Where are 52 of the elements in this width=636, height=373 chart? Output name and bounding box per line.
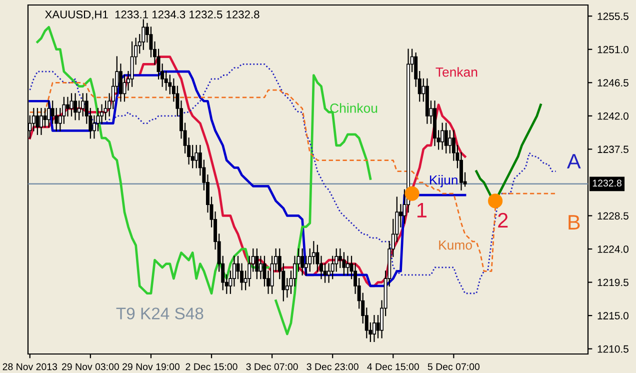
y-tick-label: 1210.5 [598,345,628,353]
candlestick [372,314,376,342]
text: Tenkan [436,67,478,77]
y-tick-label: 1228.5 [598,212,628,220]
candlestick [43,108,47,128]
x-tick-label: 2 Dec 15:00 [186,363,238,370]
series-label: Chinkou [330,103,378,113]
candlestick [142,19,146,50]
x-tick-label: 28 Nov 2013 [2,363,58,370]
y-tick-label: 1242.0 [598,112,628,120]
candlestick [130,41,134,87]
candlestick [255,248,259,280]
x-tick-label: 3 Dec 23:00 [306,363,358,370]
y-tick-label: 1255.5 [598,12,628,20]
annotation: 1 [417,203,426,218]
annotation: Kumo [439,240,472,250]
candlestick [448,130,452,154]
candlestick [81,93,85,116]
y-tick-label: 1224.0 [598,246,628,253]
annotation: T9 K24 S48 [116,308,204,320]
line-series [29,82,557,272]
y-tick-label: 1219.5 [598,278,628,286]
candlestick [66,96,70,116]
candlestick [194,144,198,168]
x-tick-label: 3 Dec 07:00 [246,363,298,370]
ref-line-label: 1232.8 [592,180,622,187]
candlestick [342,252,346,276]
x-tick-label: 29 Nov 03:00 [62,363,119,370]
y-tick-label: 1251.0 [598,46,628,54]
x-tick-label: 29 Nov 19:00 [122,363,180,370]
series-label: A [566,154,581,168]
y-tick-label: 1215.0 [598,312,628,320]
candlestick [47,100,51,128]
candlestick [444,122,448,154]
candlestick [440,122,444,150]
series-label: B [568,215,580,230]
line-series [29,63,557,294]
x-tick-label: 4 Dec 15:00 [367,363,419,370]
candlestick [74,93,78,120]
candlestick [346,256,350,276]
candlestick [300,248,304,276]
y-tick-label: 1237.5 [598,146,628,154]
annotation: 2 [498,212,508,228]
candlestick [122,74,126,102]
series-label: Kijun [430,174,458,188]
candlestick [40,108,43,135]
y-tick-label: 1246.5 [598,79,628,87]
candlestick [36,108,40,135]
candlestick [258,256,262,280]
chart-title: XAUUSD,H1 1233.1 1234.3 1232.5 1232.8 [45,10,260,20]
candlestick [70,93,74,116]
x-tick-label: 5 Dec 07:00 [428,363,480,370]
